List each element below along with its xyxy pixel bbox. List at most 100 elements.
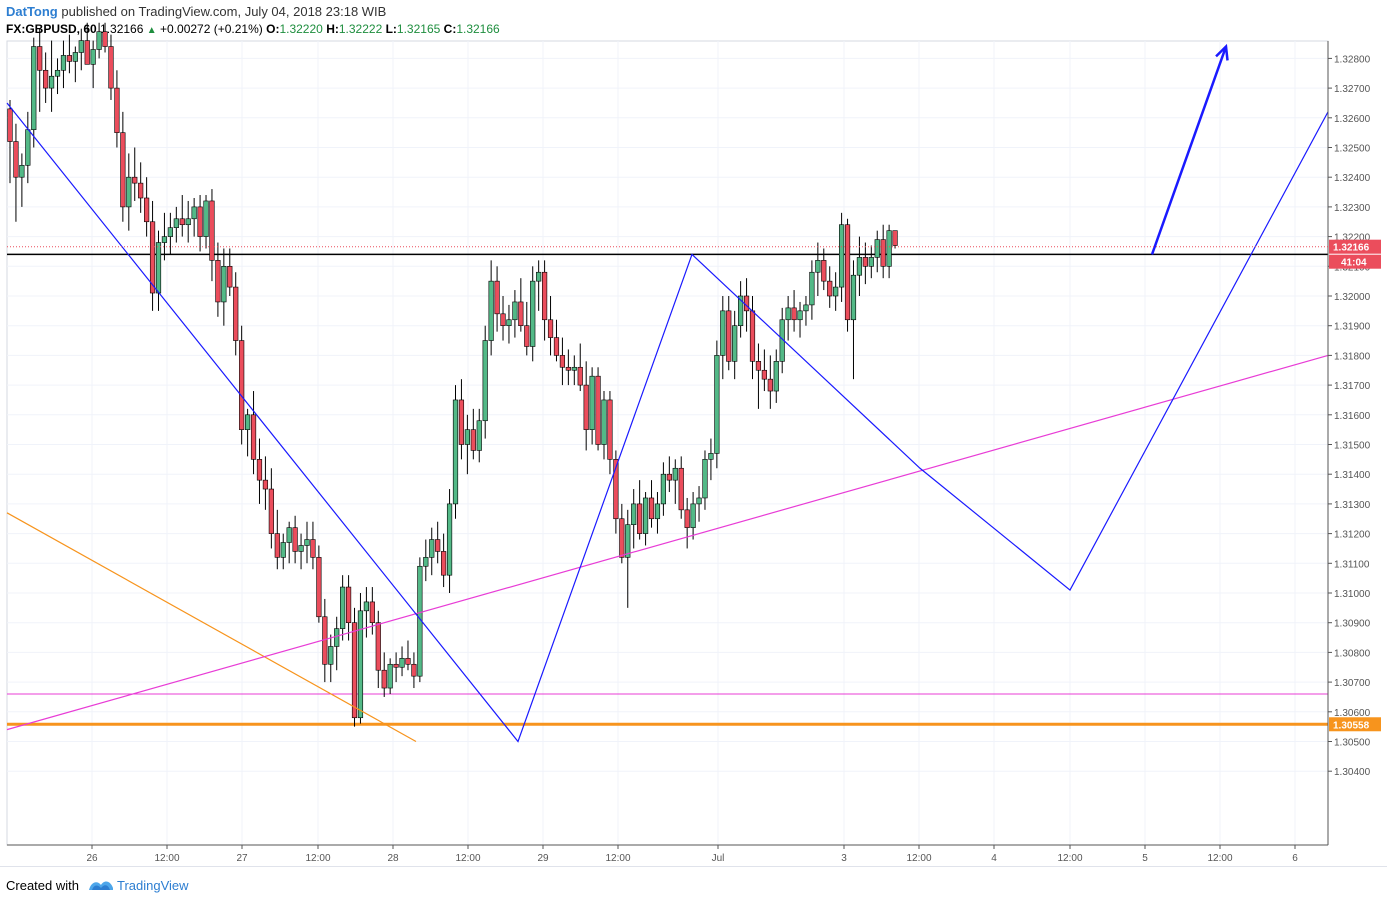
candle-down <box>262 479 269 490</box>
candle-up <box>833 286 839 297</box>
candle-down <box>351 622 358 719</box>
chart-header: DatTong published on TradingView.com, Ju… <box>0 0 1387 40</box>
candle-up <box>809 271 815 306</box>
drawings-back <box>7 253 1328 726</box>
candle-down <box>577 366 583 386</box>
candle-down <box>749 310 756 362</box>
candle-down <box>666 473 672 481</box>
y-tick-label: 1.31200 <box>1334 530 1371 541</box>
y-tick-label: 1.30900 <box>1334 619 1371 630</box>
candle-down <box>565 366 571 371</box>
author-name[interactable]: DatTong <box>6 4 58 19</box>
candle-down <box>179 218 185 226</box>
candle-up <box>328 646 334 665</box>
candle-down <box>239 340 245 430</box>
footer: Created with TradingView <box>0 866 1387 903</box>
candle-up <box>464 429 470 445</box>
candle-down <box>684 509 690 528</box>
candle-up <box>429 539 435 558</box>
candle-up <box>838 224 845 288</box>
candle-down <box>108 46 114 89</box>
candle-up <box>19 165 25 178</box>
y-tick-label: 1.32700 <box>1334 84 1371 95</box>
y-tick-label: 1.31800 <box>1334 351 1371 362</box>
candle-up <box>571 366 577 371</box>
candle-down <box>43 69 49 89</box>
candle-down <box>827 280 833 297</box>
candle-up <box>60 55 67 71</box>
countdown-bg <box>1329 254 1381 269</box>
candle-up <box>304 539 310 546</box>
candle-up <box>868 257 874 267</box>
candle-up <box>482 340 488 422</box>
candle-up <box>72 52 78 62</box>
x-tick-label: 12:00 <box>305 853 330 864</box>
low-value: 1.32165 <box>396 22 441 36</box>
candle-down <box>494 280 500 315</box>
candle-up <box>732 325 738 362</box>
candle-up <box>708 453 714 460</box>
candle-up <box>506 319 512 327</box>
y-tick-label: 1.30700 <box>1334 678 1371 689</box>
candle-down <box>607 399 613 460</box>
x-tick-label: Jul <box>712 853 725 864</box>
candle-down <box>583 384 589 430</box>
x-tick-label: 3 <box>841 853 847 864</box>
candle-up <box>126 176 132 208</box>
candle-up <box>167 227 173 237</box>
candle-up <box>702 459 708 499</box>
candle-up <box>387 663 393 689</box>
current-price-tag: 1.32166 <box>1333 243 1370 254</box>
y-tick-label: 1.31900 <box>1334 322 1371 333</box>
candle-down <box>547 319 554 338</box>
last-price: 1.32166 <box>100 22 144 36</box>
candle-down <box>441 551 447 576</box>
ohlc-line: FX:GBPUSD, 60 1.32166 ▲ +0.00272 (+0.21%… <box>6 22 500 36</box>
candle-down <box>791 307 797 321</box>
candle-up <box>161 236 168 243</box>
tradingview-logo-icon[interactable] <box>88 876 114 892</box>
y-tick-label: 1.30800 <box>1334 648 1371 659</box>
y-tick-label: 1.31500 <box>1334 441 1371 452</box>
price-change: +0.00272 (+0.21%) <box>160 22 263 36</box>
x-tick-label: 28 <box>387 853 399 864</box>
candle-down <box>559 355 566 368</box>
candle-up <box>340 586 346 629</box>
candle-up <box>886 230 892 267</box>
y-tick-label: 1.32500 <box>1334 144 1371 155</box>
y-tick-label: 1.32400 <box>1334 173 1371 184</box>
close-value: 1.32166 <box>456 22 500 36</box>
arrow-head <box>1215 43 1229 61</box>
support-price-tag: 1.30558 <box>1333 720 1370 731</box>
candle-up <box>363 601 370 612</box>
candle-up <box>690 503 696 528</box>
candle-up <box>423 557 429 567</box>
candle-up <box>738 295 744 327</box>
candle-down <box>844 224 851 321</box>
candle-up <box>654 503 661 520</box>
candle-up <box>446 503 453 576</box>
candle-down <box>595 375 601 445</box>
support-price-tag-bg <box>1329 717 1381 732</box>
symbol-label[interactable]: FX:GBPUSD, 60 <box>6 22 97 36</box>
y-tick-label: 1.31100 <box>1334 559 1370 570</box>
candle-down <box>310 539 316 558</box>
candle-down <box>256 459 263 481</box>
price-chart[interactable]: 1.30400 1.30500 1.30600 1.30700 1.30800 1.309… <box>0 0 1387 866</box>
candles <box>7 22 898 727</box>
candle-up <box>660 473 666 505</box>
x-tick-label: 12:00 <box>1057 853 1082 864</box>
x-tick-label: 12:00 <box>1207 853 1232 864</box>
tradingview-brand[interactable]: TradingView <box>117 878 189 893</box>
candle-down <box>458 399 465 445</box>
candle-up <box>642 497 649 534</box>
candle-down <box>619 518 625 558</box>
candle-down <box>209 200 215 261</box>
candle-down <box>144 197 150 223</box>
y-tick-label: 1.31400 <box>1334 470 1371 481</box>
candle-up <box>488 280 494 341</box>
candle-up <box>245 414 251 430</box>
candle-up <box>874 239 880 258</box>
candle-up <box>25 129 31 166</box>
candle-down <box>120 132 126 208</box>
